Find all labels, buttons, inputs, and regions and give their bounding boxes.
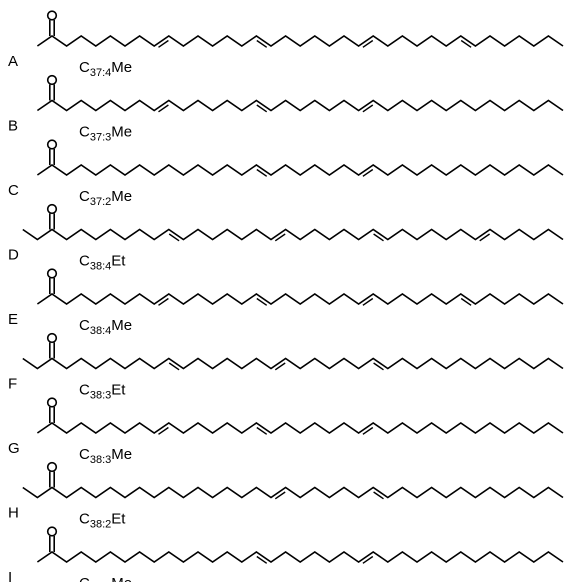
carbon-chain [36, 293, 564, 305]
formula-subscript: 38:2 [90, 519, 111, 531]
double-bond [256, 104, 268, 113]
formula-label: C38:2Et [79, 511, 126, 531]
double-bond [373, 362, 384, 371]
double-bond [362, 104, 374, 113]
formula-subscript: 37:2 [90, 196, 111, 208]
formula-label: C38:4Et [79, 253, 126, 273]
double-bond [479, 233, 490, 242]
formula-subscript: 37:4 [90, 67, 111, 79]
double-bond [256, 39, 268, 48]
oxygen-atom [46, 203, 58, 215]
double-bond [373, 491, 384, 500]
formula-end-group: Me [111, 575, 132, 582]
double-bond [362, 555, 374, 564]
oxygen-atom [46, 397, 58, 408]
row-label: C [8, 182, 19, 199]
carbon-chain [22, 228, 564, 241]
oxygen-atom [46, 10, 58, 21]
carbon-chain [36, 35, 564, 47]
formula-subscript: 38:3 [90, 454, 111, 466]
formula-label: C38:3Et [79, 382, 126, 402]
oxygen-atom [46, 74, 58, 86]
double-bond [460, 297, 472, 306]
structure-row-d: D C38:4Et [8, 203, 564, 273]
formula-end-group: Et [111, 511, 126, 528]
double-bond [256, 555, 268, 564]
structure-row-e: E C38:4Me [8, 268, 564, 337]
row-label: H [8, 505, 19, 522]
formula-carbon: C [79, 59, 90, 76]
oxygen-atom [46, 139, 58, 150]
double-bond [274, 233, 286, 242]
formula-end-group: Me [111, 124, 132, 141]
carbon-chain [22, 357, 564, 370]
double-bond [168, 362, 180, 371]
formula-carbon: C [79, 188, 90, 205]
double-bond [158, 297, 169, 306]
formula-end-group: Et [111, 382, 126, 399]
double-bond [362, 168, 374, 177]
formula-carbon: C [79, 124, 90, 141]
formula-subscript: 37:3 [90, 132, 111, 144]
structure-row-c: C C37:2Me [8, 139, 564, 208]
formula-label: C38:4Me [79, 317, 132, 337]
formula-label: C37:2Me [79, 188, 132, 208]
formula-carbon: C [79, 382, 90, 399]
formula-end-group: Me [111, 59, 132, 76]
double-bond [362, 297, 374, 306]
structure-row-f: F C38:3Et [8, 332, 564, 402]
row-label: B [8, 118, 18, 135]
row-label: G [8, 440, 20, 457]
carbon-chain [36, 551, 564, 563]
formula-subscript: 38:3 [90, 390, 111, 402]
formula-end-group: Et [111, 253, 126, 270]
formula-label: C38:2Me [79, 575, 132, 582]
formula-carbon: C [79, 317, 90, 334]
oxygen-atom [46, 268, 58, 279]
structure-row-b: B C37:3Me [8, 74, 564, 144]
structure-row-g: G C38:3Me [8, 397, 564, 466]
double-bond [460, 39, 472, 48]
carbon-chain [36, 422, 564, 434]
double-bond [373, 233, 384, 242]
oxygen-atom [46, 526, 58, 537]
row-label: D [8, 247, 19, 264]
carbon-chain [36, 99, 564, 112]
double-bond [362, 39, 374, 48]
formula-carbon: C [79, 446, 90, 463]
formula-end-group: Me [111, 317, 132, 334]
formula-carbon: C [79, 511, 90, 528]
formula-end-group: Me [111, 446, 132, 463]
double-bond [274, 362, 286, 371]
formula-label: C38:3Me [79, 446, 132, 466]
carbon-chain [36, 164, 564, 176]
row-label: E [8, 311, 18, 328]
double-bond [158, 39, 169, 48]
double-bond [362, 426, 374, 435]
row-label: A [8, 53, 18, 70]
formula-label: C37:3Me [79, 124, 132, 144]
formula-carbon: C [79, 575, 90, 582]
double-bond [256, 297, 268, 306]
double-bond [158, 426, 169, 435]
double-bond [158, 104, 169, 113]
row-label: F [8, 376, 17, 393]
row-label: I [8, 569, 12, 582]
double-bond [274, 491, 286, 500]
double-bond [256, 426, 268, 435]
oxygen-atom [46, 461, 58, 473]
formula-end-group: Me [111, 188, 132, 205]
structure-row-h: H C38:2Et [8, 461, 564, 531]
double-bond [168, 233, 180, 242]
carbon-chain [22, 486, 564, 499]
formula-subscript: 38:4 [90, 325, 111, 337]
double-bond [256, 168, 268, 177]
formula-label: C37:4Me [79, 59, 132, 79]
structure-row-i: I C38:2Me [8, 526, 564, 582]
oxygen-atom [46, 332, 58, 344]
structure-row-a: A C37:4Me [8, 10, 564, 79]
formula-carbon: C [79, 253, 90, 270]
formula-subscript: 38:4 [90, 261, 111, 273]
